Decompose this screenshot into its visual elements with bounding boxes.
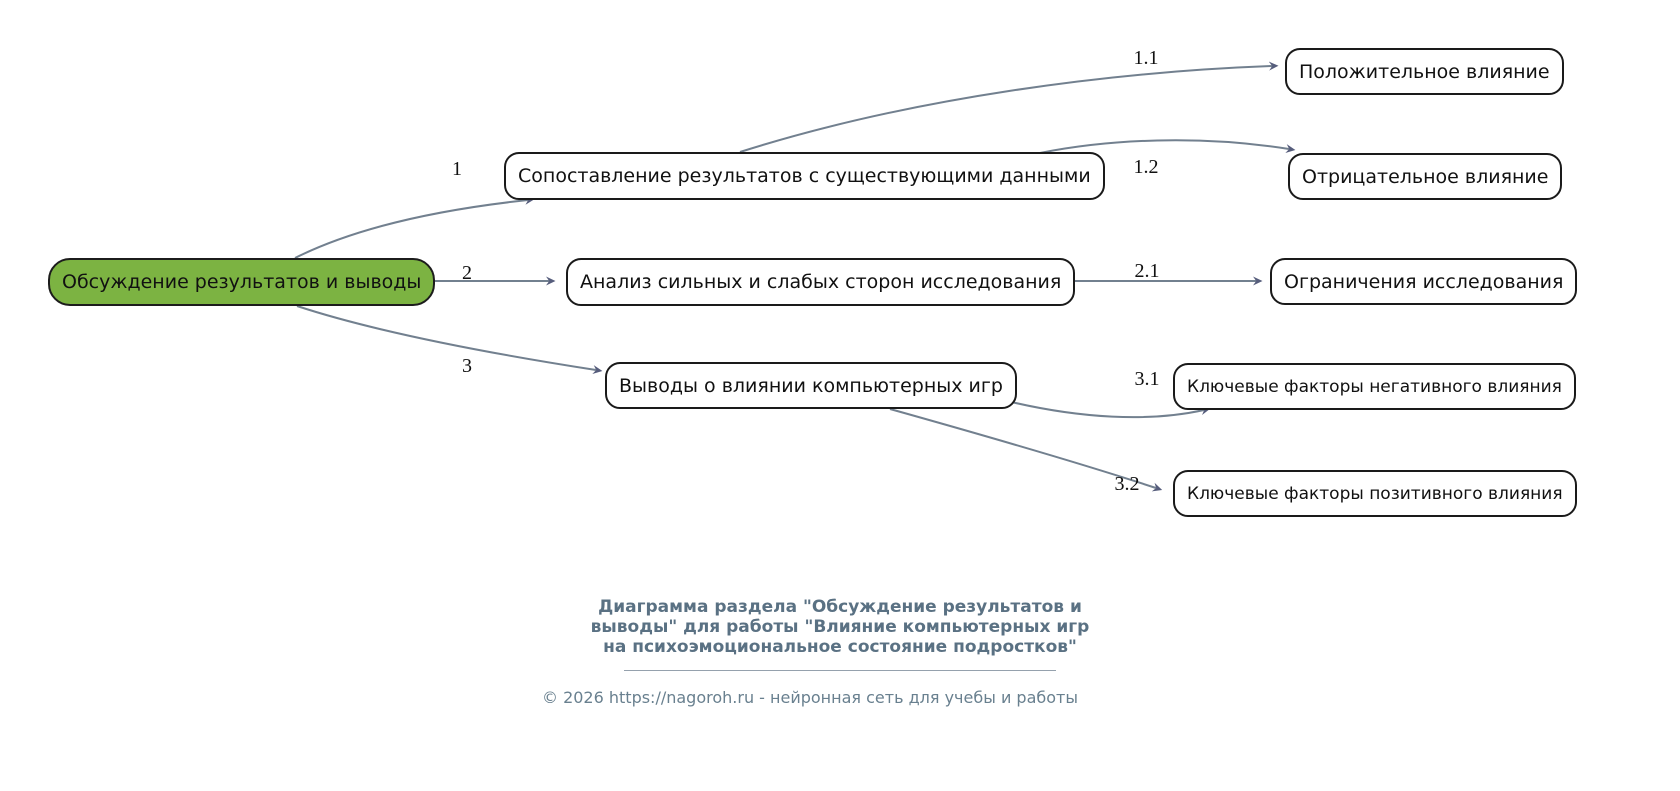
edge-label-1.2: 1.2 — [1133, 156, 1159, 178]
edge-label-1: 1 — [452, 158, 462, 180]
node-branch-comparison: Сопоставление результатов с существующим… — [504, 152, 1105, 200]
caption-divider — [624, 670, 1056, 671]
node-leaf-positive-factors: Ключевые факторы позитивного влияния — [1173, 470, 1577, 517]
edge-1.2 — [1039, 139, 1296, 154]
node-branch-conclusions: Выводы о влиянии компьютерных игр — [605, 362, 1017, 409]
edge-3.2 — [889, 408, 1163, 492]
edge-3.1 — [1002, 399, 1211, 419]
copyright-line: © 2026 https://nagoroh.ru - нейронная се… — [541, 688, 1078, 707]
node-leaf-negative-factors: Ключевые факторы негативного влияния — [1173, 363, 1576, 410]
node-branch-analysis: Анализ сильных и слабых сторон исследова… — [566, 258, 1076, 306]
node-leaf-negative: Отрицательное влияние — [1288, 153, 1563, 200]
edge-label-3: 3 — [462, 355, 472, 377]
edge-label-3.2: 3.2 — [1114, 473, 1140, 495]
edge-label-1.1: 1.1 — [1133, 47, 1159, 69]
node-root: Обсуждение результатов и выводы — [48, 258, 436, 306]
edge-label-3.1: 3.1 — [1134, 368, 1160, 390]
edge-label-2: 2 — [462, 262, 472, 284]
edge-1 — [294, 195, 535, 259]
node-leaf-positive: Положительное влияние — [1285, 48, 1564, 95]
edge-3 — [296, 305, 603, 374]
footer: Диаграмма раздела "Обсуждение результато… — [0, 597, 1680, 707]
edge-label-2.1: 2.1 — [1134, 260, 1160, 282]
edge-1.1 — [739, 61, 1279, 153]
diagram-caption: Диаграмма раздела "Обсуждение результато… — [590, 597, 1090, 657]
node-leaf-limitations: Ограничения исследования — [1270, 258, 1578, 305]
edge-group — [294, 61, 1296, 492]
